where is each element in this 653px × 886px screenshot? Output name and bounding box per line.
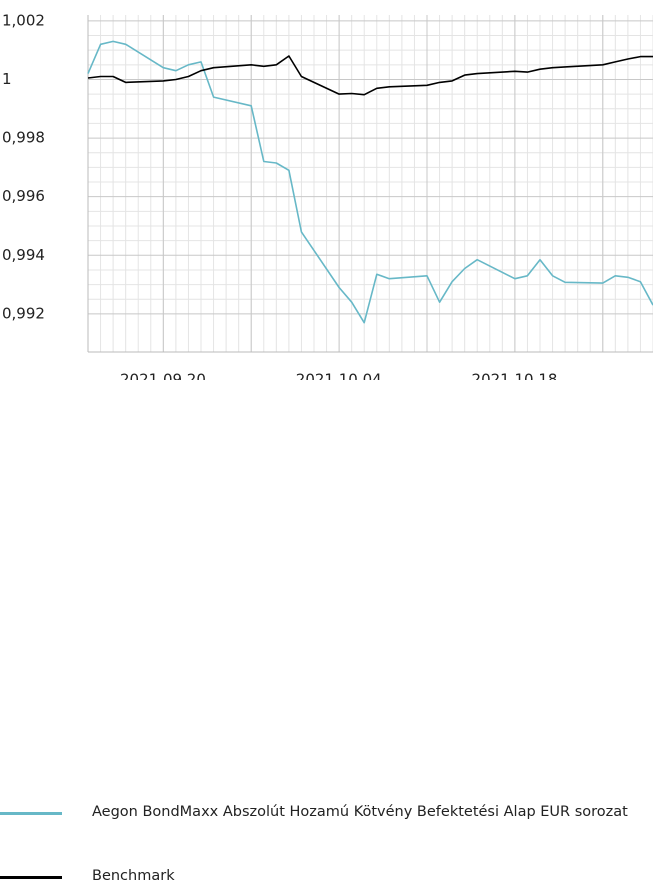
y-tick-label: 1,002 <box>2 11 45 29</box>
legend-label: Aegon BondMaxx Abszolút Hozamú Kötvény B… <box>92 804 628 820</box>
page: 0,992 0,994 0,996 0,998 1 1,002 2021.09.20. 202… <box>0 11 653 884</box>
series-line <box>87 55 653 96</box>
y-tick-label: 0,996 <box>2 187 45 205</box>
x-tick-label: 2021.10.18. <box>472 371 563 381</box>
legend-item: Benchmark <box>0 866 647 886</box>
chart: 0,992 0,994 0,996 0,998 1 1,002 2021.09.20. 202… <box>2 11 653 389</box>
y-tick-label: 0,992 <box>2 304 45 322</box>
legend-swatch <box>0 876 62 879</box>
legend-item: Aegon BondMaxx Abszolút Hozamú Kötvény B… <box>0 802 647 822</box>
legend-swatch <box>0 812 62 815</box>
x-tick-label: 2021.09.20. <box>120 371 211 381</box>
series-line <box>87 40 653 324</box>
legend-label: Benchmark <box>92 868 175 884</box>
y-tick-label: 1 <box>2 70 12 88</box>
y-tick-label: 0,998 <box>2 129 45 147</box>
y-tick-label: 0,994 <box>2 246 45 264</box>
x-tick-label: 2021.10.04. <box>296 371 387 381</box>
